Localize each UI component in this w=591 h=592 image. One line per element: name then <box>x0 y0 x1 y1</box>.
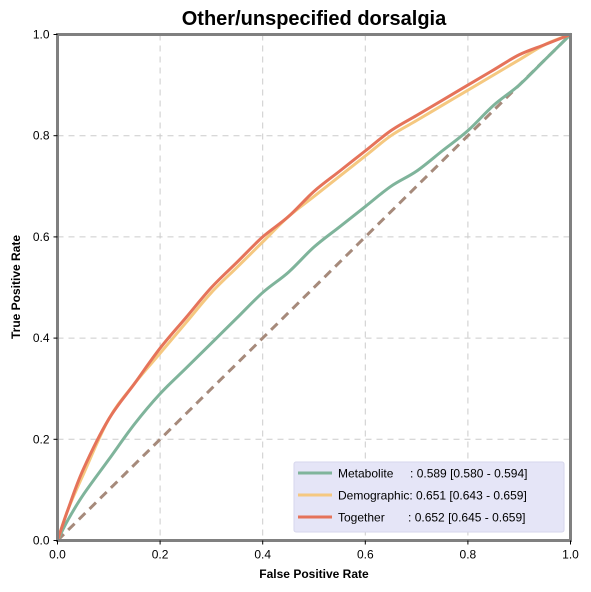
grid-lines <box>57 34 571 541</box>
x-tick-label: 0.4 <box>254 548 271 562</box>
y-tick-label: 0.0 <box>33 534 50 548</box>
legend-box <box>293 461 565 533</box>
chart-title: Other/unspecified dorsalgia <box>182 8 447 30</box>
x-tick-label: 0.2 <box>152 548 169 562</box>
x-tick-label: 0.6 <box>357 548 374 562</box>
chance-line <box>56 33 572 542</box>
plot-frame <box>56 33 572 542</box>
series-group <box>56 33 572 542</box>
series-line-metabolite <box>56 33 572 542</box>
x-tick-label: 1.0 <box>562 548 579 562</box>
legend-label-metabolite: Metabolite : 0.589 [0.580 - 0.594] <box>338 467 527 481</box>
x-axis-title: False Positive Rate <box>259 567 369 581</box>
y-ticks: 0.0 0.2 0.4 0.6 0.8 1.0 <box>33 28 58 548</box>
y-tick-label: 0.4 <box>33 331 50 345</box>
y-axis-title: True Positive Rate <box>9 235 23 339</box>
series-line-together <box>56 33 572 542</box>
legend-label-demographic: Demographic: 0.651 [0.643 - 0.659] <box>338 489 527 503</box>
x-tick-label: 0.0 <box>49 548 66 562</box>
y-tick-label: 0.2 <box>33 432 50 446</box>
y-tick-label: 0.8 <box>33 129 50 143</box>
legend: Metabolite : 0.589 [0.580 - 0.594] Demogr… <box>293 461 565 533</box>
x-tick-label: 0.8 <box>460 548 477 562</box>
x-ticks: 0.0 0.2 0.4 0.6 0.8 1.0 <box>49 540 579 562</box>
legend-label-together: Together : 0.652 [0.645 - 0.659] <box>338 511 525 525</box>
y-tick-label: 1.0 <box>33 28 50 42</box>
y-tick-label: 0.6 <box>33 230 50 244</box>
